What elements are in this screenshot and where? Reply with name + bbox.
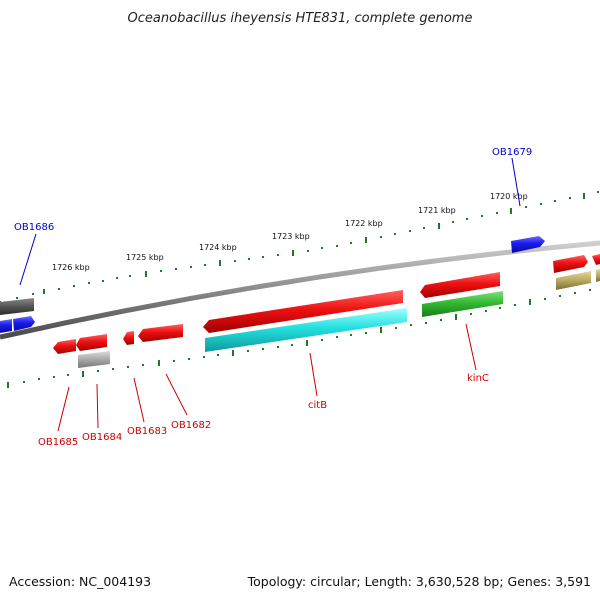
genome-backbone xyxy=(0,240,600,340)
gene-label-ob1686[interactable]: OB1686 xyxy=(14,222,54,233)
gene-label-ob1682[interactable]: OB1682 xyxy=(171,420,211,431)
gene-arrow-olive[interactable] xyxy=(596,269,600,282)
gene-arrow-blue[interactable] xyxy=(0,319,12,333)
gene-arrow-cyan-citb[interactable] xyxy=(205,308,407,352)
accession-text: Accession: NC_004193 xyxy=(9,574,151,589)
outer-scale xyxy=(0,191,599,303)
gene-arrow-blue[interactable] xyxy=(13,316,35,331)
genome-summary-text: Topology: circular; Length: 3,630,528 bp… xyxy=(247,574,591,589)
gene-arrow-red-ob1683[interactable] xyxy=(123,331,134,345)
gene-label-ob1683[interactable]: OB1683 xyxy=(127,426,167,437)
gene-arrow-olive[interactable] xyxy=(556,271,591,290)
scale-label: 1726 kbp xyxy=(52,263,90,272)
scale-label: 1723 kbp xyxy=(272,232,310,241)
gene-arrow-blue-ob1679[interactable] xyxy=(511,236,545,253)
gene-label-ob1684[interactable]: OB1684 xyxy=(82,432,122,443)
gene-arrow-gray[interactable] xyxy=(0,298,34,315)
forward-genes xyxy=(0,236,600,315)
gene-arrow-red[interactable] xyxy=(592,254,600,265)
gene-arrow-red-ob1685[interactable] xyxy=(53,339,76,354)
gene-arrow-red[interactable] xyxy=(420,272,500,298)
gene-arrow-red[interactable] xyxy=(553,255,588,273)
scale-label: 1725 kbp xyxy=(126,253,164,262)
gene-arrow-green-kinc[interactable] xyxy=(422,291,503,317)
label-leaders xyxy=(19,157,521,432)
scale-label: 1720 kbp xyxy=(490,192,528,201)
reverse-genes xyxy=(0,269,600,368)
scale-label: 1724 kbp xyxy=(199,243,237,252)
gene-arrow-red-ob1684[interactable] xyxy=(76,334,107,351)
scale-label: 1721 kbp xyxy=(418,206,456,215)
scale-label: 1722 kbp xyxy=(345,219,383,228)
gene-labels: OB1686 OB1679 OB1685 OB1684 OB1683 OB168… xyxy=(14,147,532,448)
gene-label-ob1685[interactable]: OB1685 xyxy=(38,437,78,448)
gene-arrow-red-ob1682[interactable] xyxy=(138,324,183,342)
gene-label-kinc[interactable]: kinC xyxy=(467,373,489,384)
gene-label-citb[interactable]: citB xyxy=(308,400,327,411)
scale-labels: 1726 kbp 1725 kbp 1724 kbp 1723 kbp 1722… xyxy=(52,192,528,272)
gene-arrow-red-citb[interactable] xyxy=(203,290,403,333)
gene-arrow-gray-ob1684[interactable] xyxy=(78,351,110,368)
gene-label-ob1679[interactable]: OB1679 xyxy=(492,147,532,158)
inner-scale xyxy=(7,289,591,388)
map-title: Oceanobacillus iheyensis HTE831, complet… xyxy=(128,11,473,26)
